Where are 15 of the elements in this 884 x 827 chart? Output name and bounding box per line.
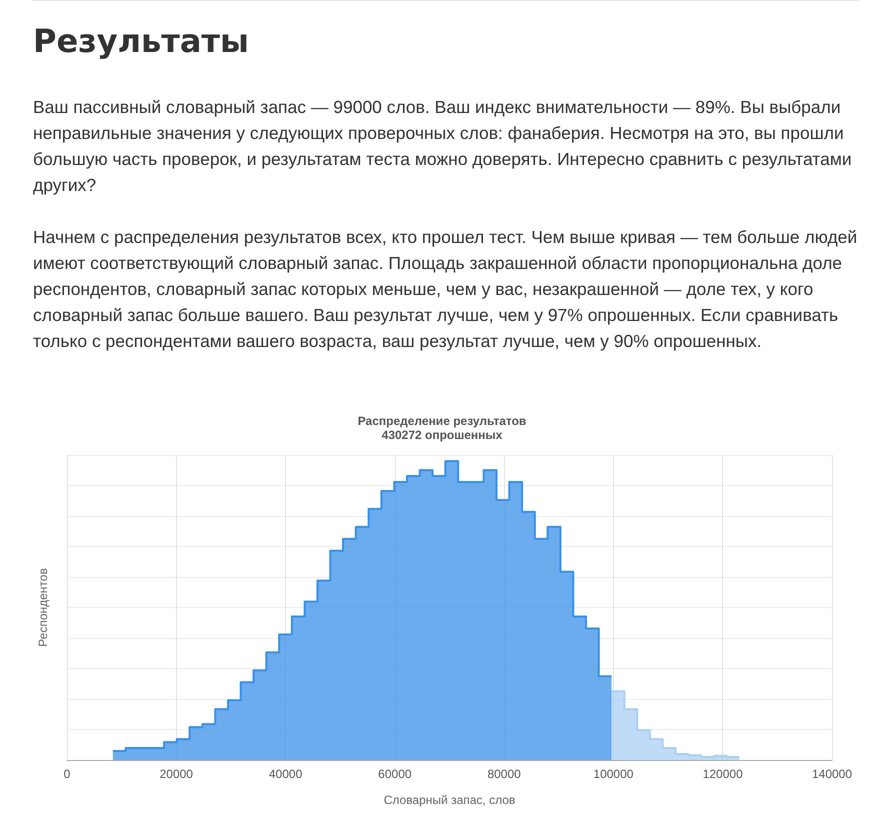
text: Результаты: [33, 22, 249, 60]
x-tick-label: 0: [64, 767, 71, 781]
x-tick-label: 100000: [593, 767, 634, 781]
text: Начнем с распределения результатов всех, кто прошел тест. Чем выше кривая — тем больше людей имеют соответствующий словарный запас. Площадь закрашенной области пропорциональна доле респондентов, словарный запас которых меньше, чем у вас, незакрашенной — доле тех, у кого словарный запас больше вашего. Ваш результат лучше, чем у 97% опрошенных. Если сравнивать только с респондентами вашего возраста, ваш результат лучше, чем у 90% опрошенных.: [33, 226, 858, 353]
x-tick-label: 20000: [160, 767, 194, 781]
text: Ваш пассивный словарный запас — 99000 слов. Ваш индекс внимательности — 89%. Вы выбрали неправильные значения у следующих проверочных слов: фанаберия. Несмотря на это, вы прошли большую часть проверок, и результатам теста можно доверять. Интересно сравнить с результатами других?: [33, 96, 853, 197]
chart-subtitle: 430272 опрошенных: [382, 428, 503, 442]
x-tick-label: 80000: [487, 767, 522, 781]
x-tick-label: 40000: [268, 767, 303, 781]
y-axis-title: Респондентов: [36, 568, 50, 647]
x-tick-label: 120000: [702, 767, 744, 781]
x-axis-title: Словарный запас, слов: [384, 793, 516, 807]
x-tick-label: 60000: [378, 767, 412, 781]
chart-title: Распределение результатов: [358, 414, 526, 428]
x-tick-label: 140000: [812, 767, 852, 781]
